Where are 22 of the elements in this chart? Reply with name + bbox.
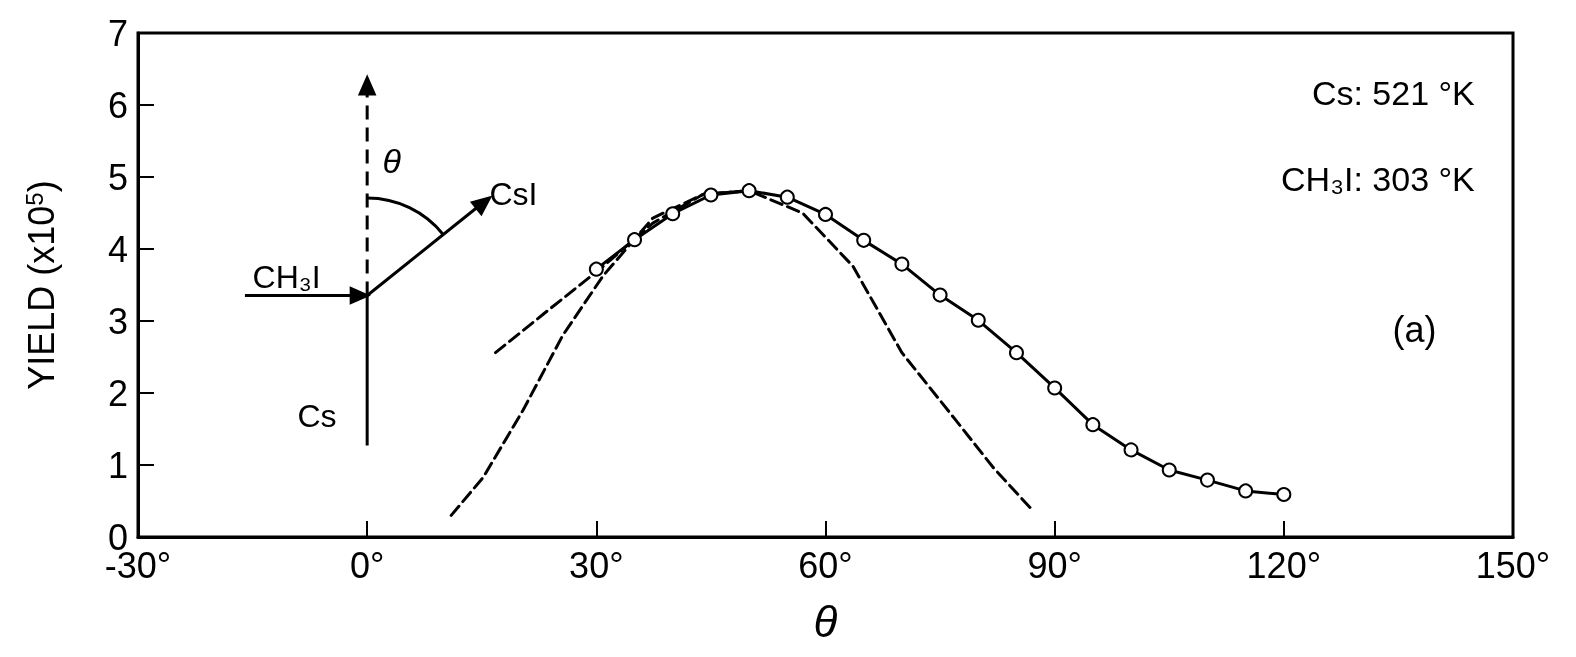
- annotation: Cs: 521 °K: [1311, 74, 1476, 112]
- x-tick-label: 0°: [349, 544, 385, 586]
- annotation: Cs: [297, 397, 337, 434]
- y-tick-label: 6: [107, 84, 128, 126]
- x-tick-label: 90°: [1027, 544, 1082, 586]
- x-tick-label: 60°: [798, 544, 853, 586]
- y-tick-label: 4: [107, 228, 128, 270]
- y-axis-title: YIELD (x105): [20, 180, 62, 390]
- x-tick-label: 150°: [1475, 544, 1551, 586]
- annotation: (a): [1392, 308, 1437, 350]
- y-tick-label: 1: [107, 444, 128, 486]
- y-tick-label: 3: [107, 300, 128, 342]
- y-tick-label: 7: [107, 12, 128, 54]
- annotation: CH₃I: [252, 258, 321, 295]
- x-tick-label: 30°: [569, 544, 624, 586]
- annotation: CsI: [489, 176, 538, 213]
- annotation: CH₃I: 303 °K: [1281, 160, 1476, 199]
- annotation: θ: [382, 141, 402, 180]
- x-axis-title: θ: [813, 596, 838, 646]
- y-tick-label: 5: [107, 156, 128, 198]
- x-tick-label: 120°: [1246, 544, 1322, 586]
- y-tick-label: 2: [107, 372, 128, 414]
